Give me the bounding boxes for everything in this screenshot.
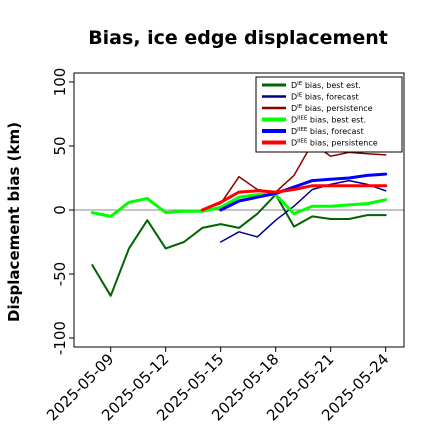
y-tick-label: 50 xyxy=(51,136,69,155)
legend-box xyxy=(255,76,403,153)
legend-label: DIIEE bias, persistence xyxy=(291,139,378,148)
legend-label: DIIEE bias, best est. xyxy=(291,116,366,125)
y-tick-label: 100 xyxy=(51,68,69,97)
legend-label: DIE bias, best est. xyxy=(291,81,361,90)
legend: DIE bias, best est. DIE bias, forecast DIE… xyxy=(255,76,403,153)
y-tick-label: 0 xyxy=(51,205,69,215)
legend-label: DIE bias, persistence xyxy=(291,104,373,113)
series-line-5 xyxy=(219,172,388,212)
plot-area xyxy=(74,142,404,297)
series-line-6 xyxy=(200,184,388,212)
y-tick-label: -100 xyxy=(51,321,69,355)
y-axis-ticks: -100 -50 0 50 100 xyxy=(51,68,74,355)
chart-title: Bias, ice edge displacement xyxy=(88,27,388,49)
y-axis-label: Displacement bias (km) xyxy=(5,122,23,322)
legend-label: DIIEE bias, forecast xyxy=(291,127,364,136)
series-line-1 xyxy=(91,193,387,297)
series-line-3 xyxy=(201,142,387,211)
legend-label: DIE bias, forecast xyxy=(291,93,359,102)
series-line-2 xyxy=(219,179,387,243)
series-line-4 xyxy=(90,193,388,218)
y-tick-label: -50 xyxy=(51,262,69,287)
